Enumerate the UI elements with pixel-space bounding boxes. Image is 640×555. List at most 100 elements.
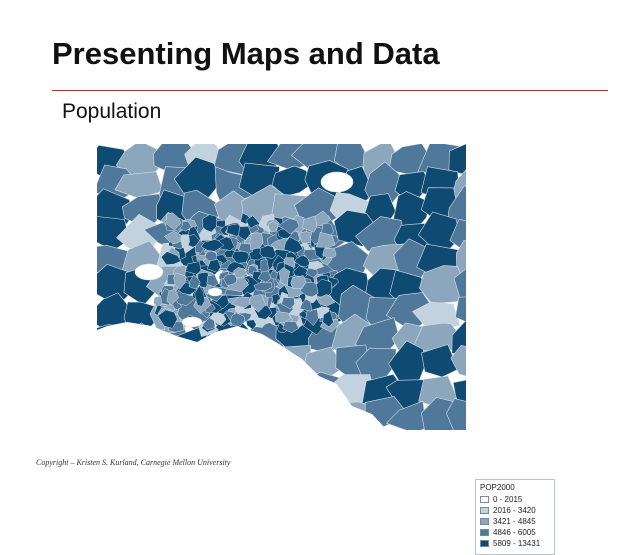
population-map: POP2000 0 - 2015 2016 - 3420 3421 - 4845… bbox=[97, 144, 555, 555]
census-tract bbox=[97, 404, 137, 430]
census-tract bbox=[299, 371, 344, 411]
census-tract bbox=[206, 259, 221, 273]
census-tract bbox=[315, 231, 336, 248]
census-tract bbox=[202, 214, 218, 233]
census-tract bbox=[262, 398, 315, 430]
census-tract bbox=[290, 275, 307, 289]
census-tract bbox=[253, 282, 273, 291]
census-tract bbox=[206, 407, 250, 430]
census-tract bbox=[197, 272, 210, 288]
legend-label: 4846 - 6005 bbox=[493, 528, 536, 537]
census-tract bbox=[257, 270, 272, 283]
census-tract bbox=[173, 272, 187, 290]
census-tract bbox=[233, 267, 248, 279]
low-population-area bbox=[181, 316, 203, 328]
legend-swatch bbox=[480, 507, 489, 514]
census-tract bbox=[246, 215, 261, 229]
census-tract bbox=[283, 236, 304, 254]
census-tract bbox=[97, 324, 138, 359]
legend-swatch bbox=[480, 518, 489, 525]
title-divider bbox=[52, 90, 608, 91]
low-population-area bbox=[207, 287, 223, 297]
legend-item: 0 - 2015 bbox=[480, 494, 550, 505]
census-tract bbox=[453, 268, 466, 304]
census-tract bbox=[194, 284, 206, 307]
legend-swatch bbox=[480, 540, 489, 547]
census-tract bbox=[230, 312, 246, 327]
census-tract bbox=[419, 265, 466, 304]
water-bodies bbox=[134, 171, 354, 328]
legend-label: 5809 - 13431 bbox=[493, 539, 541, 548]
census-tract bbox=[274, 311, 292, 324]
census-tract bbox=[316, 294, 336, 306]
legend-label: 3421 - 4845 bbox=[493, 517, 536, 526]
census-tract bbox=[148, 367, 197, 411]
census-tract bbox=[185, 350, 224, 387]
census-tract bbox=[385, 400, 427, 430]
census-tract bbox=[299, 298, 312, 312]
legend-item: 2016 - 3420 bbox=[480, 505, 550, 516]
census-tract bbox=[448, 144, 466, 178]
slide-subtitle: Population bbox=[62, 100, 162, 123]
legend-item: 3421 - 4845 bbox=[480, 516, 550, 527]
copyright-note: Copyright – Kristen S. Kurland, Carnegie… bbox=[36, 458, 231, 467]
census-tract bbox=[231, 250, 250, 264]
census-tract bbox=[302, 215, 318, 233]
legend-title: POP2000 bbox=[480, 483, 515, 492]
legend-label: 0 - 2015 bbox=[493, 495, 523, 504]
census-tract bbox=[157, 309, 178, 329]
census-tract bbox=[322, 310, 334, 328]
census-tract bbox=[126, 349, 170, 386]
legend-label: 2016 - 3420 bbox=[493, 506, 536, 515]
census-tract bbox=[166, 212, 182, 231]
census-tract bbox=[322, 247, 337, 259]
census-tract bbox=[303, 402, 349, 430]
census-tract bbox=[455, 295, 466, 325]
census-tract bbox=[182, 403, 225, 430]
census-tract bbox=[268, 221, 278, 233]
census-tract bbox=[308, 260, 325, 270]
map-legend: POP2000 0 - 2015 2016 - 3420 3421 - 4845… bbox=[475, 479, 555, 555]
census-tract bbox=[97, 346, 129, 386]
census-tract bbox=[214, 354, 250, 389]
census-tract bbox=[97, 373, 132, 410]
census-tract bbox=[446, 398, 466, 430]
census-tract bbox=[188, 274, 201, 290]
legend-item: 4846 - 6005 bbox=[480, 527, 550, 538]
legend-item: 5809 - 13431 bbox=[480, 538, 550, 549]
census-tract bbox=[278, 267, 291, 286]
census-tract bbox=[277, 218, 300, 235]
census-tract bbox=[305, 308, 319, 327]
census-tract bbox=[202, 317, 216, 330]
census-tract bbox=[267, 344, 312, 383]
census-tract bbox=[118, 400, 161, 430]
choropleth-map bbox=[97, 144, 466, 430]
census-tract bbox=[249, 232, 264, 251]
low-population-area bbox=[320, 171, 354, 193]
census-tract bbox=[271, 165, 310, 197]
census-tract bbox=[238, 226, 252, 241]
census-tract bbox=[200, 239, 225, 252]
census-tract bbox=[209, 312, 227, 326]
census-tract bbox=[206, 274, 219, 287]
census-tract bbox=[230, 296, 252, 309]
census-tract bbox=[421, 344, 459, 378]
census-tract bbox=[180, 234, 190, 250]
census-tract bbox=[166, 288, 180, 306]
census-tract bbox=[249, 294, 266, 313]
census-tract bbox=[246, 376, 285, 409]
census-tract bbox=[447, 185, 466, 230]
census-tract bbox=[160, 251, 181, 265]
legend-swatch bbox=[480, 529, 489, 536]
low-population-area bbox=[134, 263, 164, 281]
census-tract bbox=[259, 245, 277, 259]
census-tract bbox=[216, 372, 260, 414]
census-tract bbox=[450, 345, 466, 380]
census-tract bbox=[151, 404, 198, 430]
census-tract bbox=[282, 321, 300, 333]
census-tract bbox=[116, 367, 162, 414]
census-tract bbox=[181, 376, 224, 414]
census-tract bbox=[148, 345, 200, 387]
census-tract bbox=[238, 346, 283, 391]
legend-swatch bbox=[480, 496, 489, 503]
